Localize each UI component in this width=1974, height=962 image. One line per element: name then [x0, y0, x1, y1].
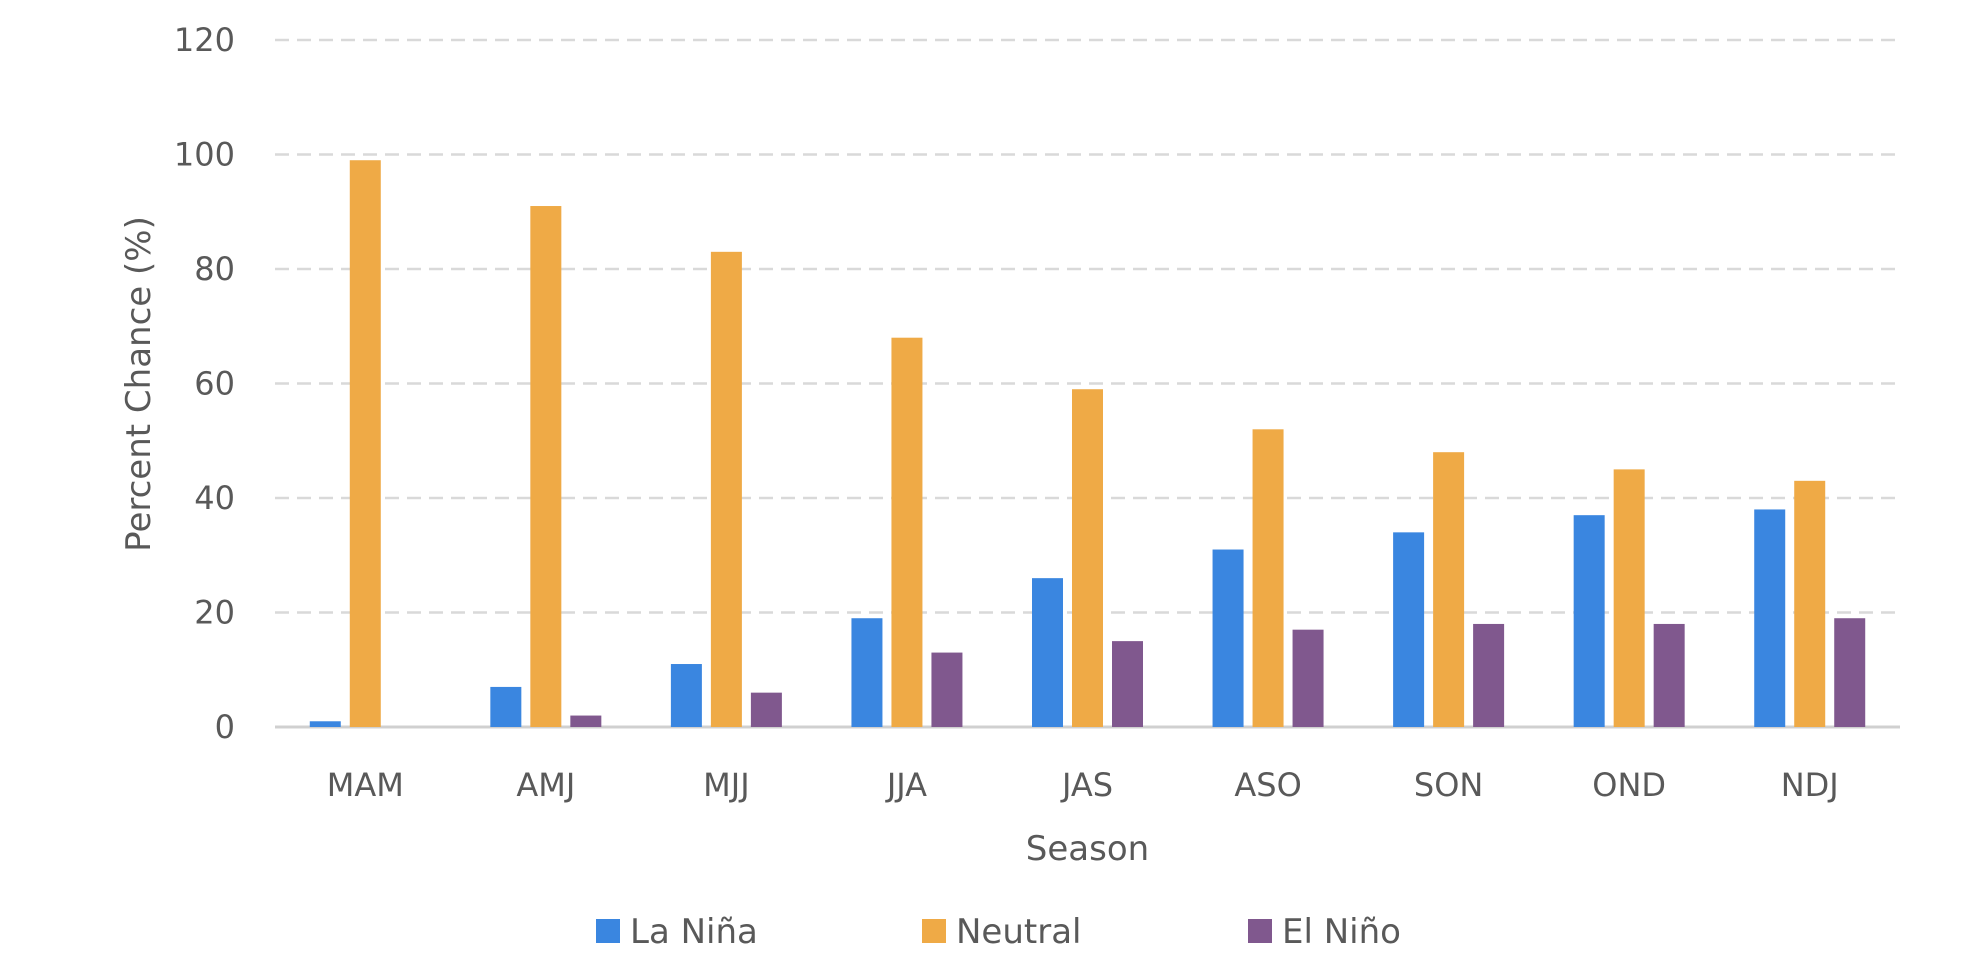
y-tick-label: 0: [215, 708, 235, 746]
x-tick-label: AMJ: [516, 766, 575, 804]
bar: [1834, 618, 1866, 727]
bar: [1473, 623, 1505, 727]
bar: [1754, 509, 1786, 727]
y-axis-title: Percent Chance (%): [119, 216, 159, 552]
bar: [1292, 629, 1324, 727]
bar: [570, 715, 602, 727]
x-tick-label: MJJ: [703, 766, 749, 804]
x-axis-ticks: MAM AMJ MJJ JJA JAS ASO SON OND NDJ: [327, 766, 1839, 804]
y-tick-label: 80: [194, 250, 235, 288]
x-tick-label: MAM: [327, 766, 404, 804]
x-axis-title: Season: [1026, 829, 1149, 869]
y-axis-ticks: 0 20 40 60 80 100 120: [174, 21, 235, 746]
x-tick-label: JAS: [1060, 766, 1113, 804]
x-tick-label: NDJ: [1781, 766, 1839, 804]
bar: [1212, 549, 1244, 727]
y-tick-label: 120: [174, 21, 235, 59]
bar: [349, 160, 381, 728]
legend-label: El Niño: [1282, 912, 1401, 952]
bar: [1393, 532, 1425, 727]
legend-label: Neutral: [956, 912, 1082, 952]
y-tick-label: 40: [194, 479, 235, 517]
bar: [1613, 469, 1645, 727]
bar: [891, 337, 923, 727]
bar: [1072, 389, 1103, 727]
y-tick-label: 100: [174, 136, 235, 174]
bar: [1573, 515, 1605, 727]
y-tick-label: 60: [194, 365, 235, 403]
bar: [309, 721, 341, 727]
bar: [670, 664, 702, 727]
bar: [1252, 429, 1284, 727]
bars: [309, 160, 1866, 728]
bar: [1112, 641, 1143, 727]
x-tick-label: SON: [1414, 766, 1483, 804]
bar: [530, 206, 562, 727]
x-tick-label: ASO: [1234, 766, 1301, 804]
legend-label: La Niña: [630, 912, 758, 952]
bar: [490, 686, 522, 727]
legend-swatch: [596, 919, 620, 943]
bar: [750, 692, 782, 727]
bar: [1032, 578, 1063, 727]
bar: [1794, 480, 1826, 727]
x-tick-label: JJA: [885, 766, 927, 804]
bar: [1653, 623, 1685, 727]
legend-swatch: [922, 919, 946, 943]
bar: [851, 618, 883, 727]
legend-swatch: [1248, 919, 1272, 943]
legend: La Niña Neutral El Niño: [596, 912, 1401, 952]
bar: [1433, 452, 1465, 727]
x-tick-label: OND: [1592, 766, 1666, 804]
y-tick-label: 20: [194, 594, 235, 632]
bar: [710, 251, 742, 727]
bar: [931, 652, 963, 727]
